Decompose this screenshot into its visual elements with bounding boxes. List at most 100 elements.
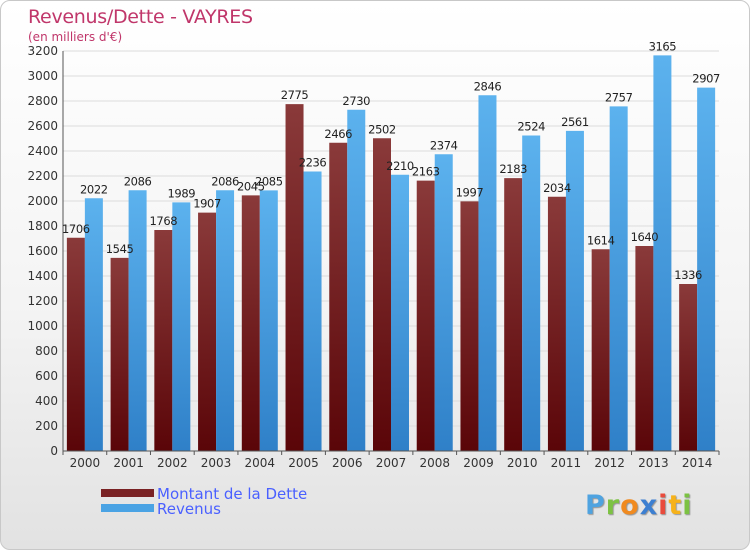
y-tick-label: 1000 (27, 319, 58, 333)
x-tick-label: 2014 (682, 456, 713, 470)
y-tick-label: 2000 (27, 194, 58, 208)
y-tick-label: 2800 (27, 94, 58, 108)
x-tick-label: 2004 (245, 456, 276, 470)
data-label-revenus: 2086 (124, 174, 152, 188)
data-label-dette: 2775 (281, 88, 309, 102)
bar-dette (241, 195, 260, 451)
data-label-revenus: 2086 (211, 174, 239, 188)
bar-revenus (653, 55, 672, 451)
y-tick-label: 800 (35, 344, 58, 358)
bar-revenus (609, 106, 628, 451)
bar-revenus (216, 190, 235, 451)
data-label-dette: 1768 (149, 214, 177, 228)
data-label-dette: 1706 (62, 222, 90, 236)
y-tick-label: 2200 (27, 169, 58, 183)
bar-revenus (303, 171, 322, 451)
bar-dette (504, 178, 523, 451)
data-label-dette: 2034 (543, 181, 571, 195)
data-label-revenus: 2022 (80, 182, 108, 196)
bar-revenus (565, 130, 584, 451)
chart-title: Revenus/Dette - VAYRES (28, 6, 253, 28)
data-label-revenus: 2907 (692, 72, 720, 86)
bar-revenus (128, 190, 147, 451)
bar-revenus (434, 154, 453, 451)
data-label-dette: 2466 (324, 127, 352, 141)
x-tick-label: 2002 (157, 456, 188, 470)
x-tick-label: 2006 (332, 456, 363, 470)
bar-dette (110, 257, 129, 451)
data-label-dette: 2163 (412, 165, 440, 179)
axes: 0 200 400 600 800 1000 1200 1400 1600 1800 2000 220… (27, 44, 720, 470)
chart-subtitle: (en milliers d'€) (28, 30, 123, 44)
bar-revenus (84, 198, 103, 451)
x-tick-label: 2005 (288, 456, 319, 470)
data-label-dette: 1545 (106, 242, 134, 256)
data-label-dette: 1614 (587, 233, 615, 247)
bar-dette (373, 138, 391, 451)
x-tick-label: 2001 (113, 456, 144, 470)
x-tick-label: 2013 (638, 456, 669, 470)
bar-revenus (391, 174, 409, 451)
bar-revenus (522, 135, 541, 451)
data-label-dette: 2183 (499, 162, 527, 176)
y-tick-label: 2400 (27, 144, 58, 158)
proxiti-logo: Proxiti (585, 490, 693, 521)
y-tick-label: 200 (35, 419, 58, 433)
data-label-dette: 1997 (456, 185, 484, 199)
y-tick-label: 0 (50, 444, 58, 458)
data-labels: 1706202215452086176819891907208620452085… (62, 39, 720, 282)
y-tick-label: 3200 (27, 44, 58, 58)
data-label-revenus: 1989 (167, 186, 195, 200)
bar-dette (285, 104, 304, 451)
data-label-revenus: 2730 (342, 94, 370, 108)
data-label-dette: 1640 (631, 230, 659, 244)
bar-revenus (478, 95, 497, 451)
x-tick-label: 2007 (376, 456, 407, 470)
y-tick-label: 1800 (27, 219, 58, 233)
x-tick-label: 2012 (594, 456, 625, 470)
bar-dette (66, 237, 85, 451)
data-label-revenus: 3165 (649, 39, 677, 53)
data-label-revenus: 2757 (605, 90, 633, 104)
bar-dette (329, 142, 348, 451)
legend-swatch-revenus (101, 504, 154, 512)
x-tick-label: 2000 (70, 456, 101, 470)
x-tick-label: 2009 (463, 456, 494, 470)
x-tick-label: 2011 (551, 456, 582, 470)
data-label-dette: 1907 (193, 197, 221, 211)
bar-dette (547, 196, 566, 451)
data-label-revenus: 2561 (561, 115, 589, 129)
data-label-revenus: 2236 (299, 156, 327, 170)
bars (66, 55, 716, 451)
data-label-revenus: 2085 (255, 174, 283, 188)
bar-dette (679, 284, 698, 451)
y-tick-label: 400 (35, 394, 58, 408)
data-label-dette: 1336 (674, 268, 702, 282)
bar-dette (635, 246, 654, 451)
legend-label-revenus: Revenus (157, 500, 221, 518)
legend-swatch-dette (101, 489, 154, 497)
y-tick-label: 3000 (27, 69, 58, 83)
y-tick-label: 600 (35, 369, 58, 383)
x-tick-label: 2003 (201, 456, 232, 470)
bar-revenus (259, 190, 278, 451)
bar-dette (460, 201, 479, 451)
data-label-revenus: 2210 (386, 159, 414, 173)
bar-revenus (697, 87, 716, 451)
x-tick-label: 2008 (419, 456, 450, 470)
y-tick-label: 1400 (27, 269, 58, 283)
data-label-revenus: 2846 (474, 79, 502, 93)
bar-dette (416, 180, 435, 451)
y-tick-label: 2600 (27, 119, 58, 133)
data-label-dette: 2502 (368, 122, 396, 136)
legend-label-dette: Montant de la Dette (157, 485, 308, 503)
data-label-revenus: 2524 (517, 120, 545, 134)
data-label-dette: 2045 (237, 179, 265, 193)
x-tick-label: 2010 (507, 456, 538, 470)
y-tick-label: 1200 (27, 294, 58, 308)
bar-revenus (172, 202, 191, 451)
y-tick-label: 1600 (27, 244, 58, 258)
data-label-revenus: 2374 (430, 138, 458, 152)
